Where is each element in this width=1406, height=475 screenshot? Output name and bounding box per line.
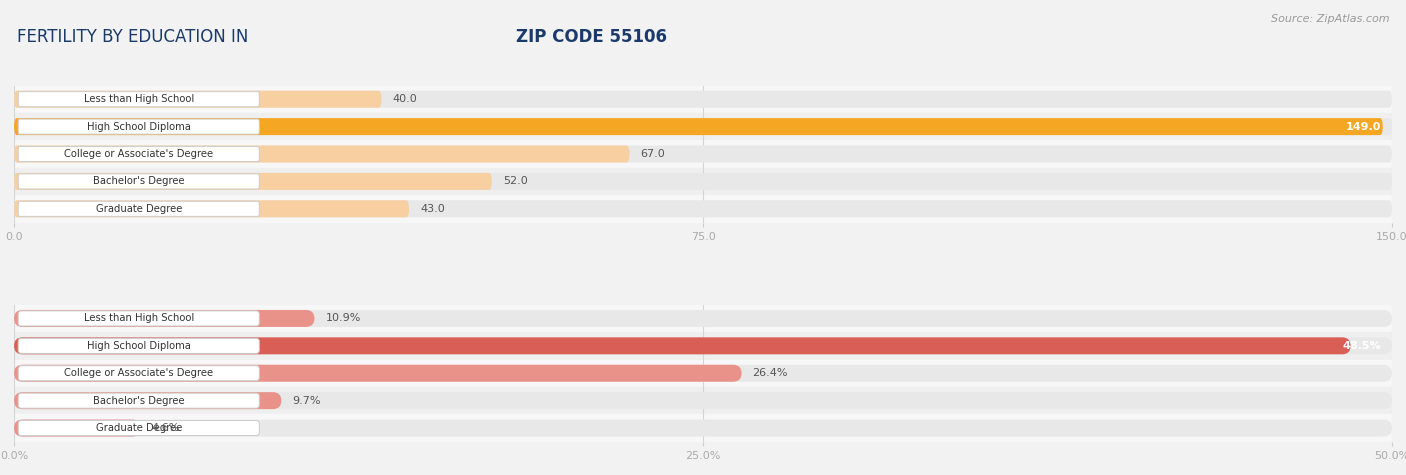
FancyBboxPatch shape — [14, 392, 281, 409]
FancyBboxPatch shape — [18, 174, 259, 189]
Text: ZIP CODE 55106: ZIP CODE 55106 — [516, 28, 666, 47]
FancyBboxPatch shape — [14, 91, 1392, 108]
Bar — [14, 86, 1392, 113]
FancyBboxPatch shape — [18, 420, 259, 436]
Text: 149.0: 149.0 — [1346, 122, 1381, 132]
FancyBboxPatch shape — [18, 311, 259, 326]
Text: Bachelor's Degree: Bachelor's Degree — [93, 396, 184, 406]
FancyBboxPatch shape — [14, 145, 1392, 162]
FancyBboxPatch shape — [14, 173, 1392, 190]
Text: 52.0: 52.0 — [503, 176, 527, 186]
Text: Bachelor's Degree: Bachelor's Degree — [93, 176, 184, 186]
Text: High School Diploma: High School Diploma — [87, 122, 191, 132]
FancyBboxPatch shape — [14, 310, 1392, 327]
FancyBboxPatch shape — [18, 201, 259, 216]
FancyBboxPatch shape — [18, 393, 259, 408]
FancyBboxPatch shape — [14, 91, 381, 108]
FancyBboxPatch shape — [14, 200, 409, 218]
Bar — [14, 360, 1392, 387]
Text: 4.6%: 4.6% — [152, 423, 180, 433]
FancyBboxPatch shape — [14, 365, 1392, 382]
Text: College or Associate's Degree: College or Associate's Degree — [65, 368, 214, 378]
Text: Less than High School: Less than High School — [83, 94, 194, 104]
FancyBboxPatch shape — [14, 365, 741, 382]
FancyBboxPatch shape — [14, 118, 1392, 135]
Text: 26.4%: 26.4% — [752, 368, 789, 378]
Bar — [14, 414, 1392, 442]
Text: FERTILITY BY EDUCATION IN: FERTILITY BY EDUCATION IN — [17, 28, 253, 47]
Text: 43.0: 43.0 — [420, 204, 444, 214]
Text: 10.9%: 10.9% — [325, 314, 361, 323]
FancyBboxPatch shape — [18, 92, 259, 107]
Bar — [14, 387, 1392, 414]
FancyBboxPatch shape — [14, 337, 1392, 354]
Bar — [14, 195, 1392, 222]
Text: Graduate Degree: Graduate Degree — [96, 423, 181, 433]
FancyBboxPatch shape — [14, 392, 1392, 409]
FancyBboxPatch shape — [14, 419, 1392, 437]
Bar — [14, 168, 1392, 195]
Text: High School Diploma: High School Diploma — [87, 341, 191, 351]
Bar — [14, 113, 1392, 140]
FancyBboxPatch shape — [14, 419, 141, 437]
FancyBboxPatch shape — [14, 337, 1351, 354]
Text: 67.0: 67.0 — [641, 149, 665, 159]
FancyBboxPatch shape — [14, 310, 315, 327]
FancyBboxPatch shape — [14, 145, 630, 162]
Text: Source: ZipAtlas.com: Source: ZipAtlas.com — [1271, 14, 1389, 24]
FancyBboxPatch shape — [14, 200, 1392, 218]
Text: 9.7%: 9.7% — [292, 396, 321, 406]
FancyBboxPatch shape — [18, 146, 259, 162]
Bar — [14, 332, 1392, 360]
Text: College or Associate's Degree: College or Associate's Degree — [65, 149, 214, 159]
Text: 48.5%: 48.5% — [1343, 341, 1381, 351]
Text: Less than High School: Less than High School — [83, 314, 194, 323]
FancyBboxPatch shape — [14, 118, 1382, 135]
FancyBboxPatch shape — [14, 173, 492, 190]
Text: Graduate Degree: Graduate Degree — [96, 204, 181, 214]
Bar — [14, 140, 1392, 168]
FancyBboxPatch shape — [18, 338, 259, 353]
FancyBboxPatch shape — [18, 119, 259, 134]
Bar — [14, 305, 1392, 332]
Text: 40.0: 40.0 — [392, 94, 418, 104]
FancyBboxPatch shape — [18, 366, 259, 381]
